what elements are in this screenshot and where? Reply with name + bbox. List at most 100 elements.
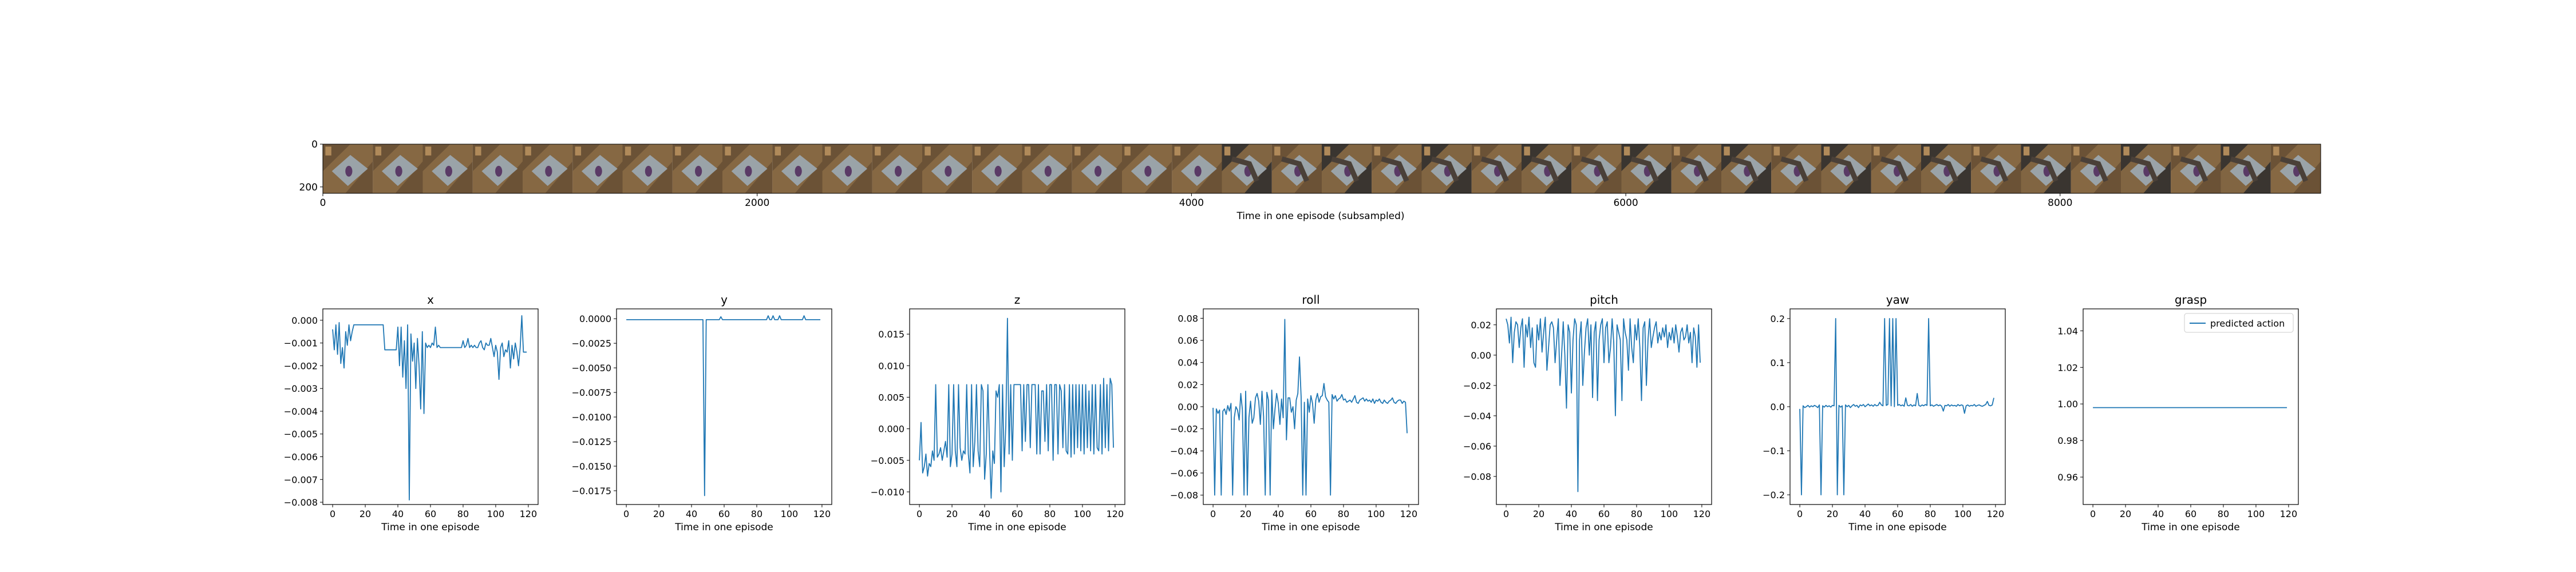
y-tick-label: 0.0000 — [579, 313, 611, 324]
filmstrip-x-tick: 8000 — [2048, 197, 2072, 209]
x-tick-label: 60 — [1598, 509, 1610, 519]
y-tick-label: 0.0 — [1771, 402, 1785, 412]
x-tick-label: 80 — [751, 509, 762, 519]
series-line — [332, 315, 527, 500]
y-tick-label: 1.00 — [2057, 399, 2078, 410]
subplot-title: grasp — [2175, 293, 2207, 307]
filmstrip-frame — [523, 144, 573, 193]
x-tick-label: 20 — [2120, 509, 2131, 519]
y-tick-label: 0.04 — [1178, 357, 1198, 368]
series-line — [1799, 318, 1994, 495]
x-tick-label: 40 — [392, 509, 404, 519]
y-tick-label: 0.000 — [291, 315, 318, 326]
x-axis-label: Time in one episode — [967, 522, 1066, 533]
x-tick-label: 80 — [1631, 509, 1642, 519]
y-tick-label: −0.0175 — [572, 486, 611, 496]
x-tick-label: 80 — [457, 509, 469, 519]
x-tick-label: 120 — [2280, 509, 2298, 519]
filmstrip-frame — [722, 144, 773, 193]
filmstrip-frame — [1122, 144, 1172, 193]
x-tick-label: 40 — [1566, 509, 1577, 519]
x-tick-label: 60 — [425, 509, 436, 519]
legend: predicted action — [2184, 313, 2294, 333]
filmstrip-frame — [572, 144, 623, 193]
x-axis-label: Time in one episode — [2141, 522, 2239, 533]
subplot-title: pitch — [1590, 293, 1618, 307]
y-tick-label: 1.02 — [2057, 362, 2078, 373]
y-tick-label: 0.08 — [1178, 313, 1198, 324]
y-tick-label: −0.002 — [284, 360, 318, 371]
y-tick-label: 0.2 — [1771, 313, 1785, 324]
x-tick-label: 80 — [1044, 509, 1056, 519]
y-tick-label: −0.0025 — [572, 338, 611, 349]
filmstrip-x-tick: 6000 — [1613, 197, 1638, 209]
x-tick-label: 120 — [813, 509, 831, 519]
x-tick-label: 80 — [1338, 509, 1349, 519]
x-tick-label: 40 — [686, 509, 697, 519]
x-axis-label: Time in one episode — [1261, 522, 1360, 533]
x-tick-label: 100 — [1661, 509, 1678, 519]
y-tick-label: 0.010 — [878, 360, 904, 371]
x-tick-label: 40 — [2152, 509, 2164, 519]
x-axis-label: Time in one episode — [674, 522, 773, 533]
filmstrip-frame — [1522, 144, 1572, 193]
subplot-title: y — [721, 293, 728, 307]
x-tick-label: 120 — [1107, 509, 1124, 519]
subplot-title: x — [427, 293, 434, 307]
filmstrip-frame — [672, 144, 722, 193]
x-tick-label: 0 — [330, 509, 335, 519]
x-tick-label: 20 — [946, 509, 958, 519]
y-tick-label: −0.008 — [284, 497, 318, 508]
series-line — [626, 315, 821, 496]
x-tick-label: 60 — [718, 509, 730, 519]
x-tick-label: 80 — [2218, 509, 2229, 519]
x-tick-label: 20 — [359, 509, 371, 519]
x-tick-label: 0 — [1797, 509, 1803, 519]
y-tick-label: −0.08 — [1463, 471, 1491, 482]
y-tick-label: −0.005 — [284, 429, 318, 440]
subplots: x0 20 40 60 80 100 1200.000−0.001−0.002−0.003−… — [284, 293, 2299, 533]
y-tick-label: −0.004 — [284, 406, 318, 417]
y-tick-label: −0.010 — [871, 487, 904, 498]
filmstrip-frame — [622, 144, 673, 193]
subplot-title: z — [1014, 293, 1021, 307]
filmstrip-frame — [1322, 144, 1372, 193]
x-tick-label: 0 — [1210, 509, 1216, 519]
y-tick-label: −0.0150 — [572, 461, 611, 472]
filmstrip-y-tick: 0 — [311, 139, 318, 150]
x-tick-label: 120 — [1400, 509, 1418, 519]
filmstrip-frame — [1871, 144, 1921, 193]
x-tick-label: 0 — [2090, 509, 2096, 519]
y-tick-label: 1.04 — [2057, 325, 2078, 336]
filmstrip-frame — [1621, 144, 1672, 193]
x-axis-label: Time in one episode — [1554, 522, 1653, 533]
y-tick-label: −0.04 — [1463, 411, 1491, 422]
filmstrip-frame — [1072, 144, 1122, 193]
y-tick-label: −0.06 — [1463, 441, 1491, 452]
y-tick-label: −0.003 — [284, 383, 318, 394]
y-tick-label: −0.02 — [1463, 380, 1491, 391]
subplot-roll: roll 0 20 40 60 80 100 120 0.08 0.06 0.04 0.02 0.00 −… — [1170, 293, 1419, 533]
x-tick-label: 60 — [1892, 509, 1903, 519]
y-tick-label: −0.0050 — [572, 363, 611, 374]
filmstrip-frame — [1771, 144, 1822, 193]
filmstrip-frame — [1372, 144, 1422, 193]
x-tick-label: 100 — [1368, 509, 1385, 519]
x-tick-label: 100 — [781, 509, 799, 519]
filmstrip-frame — [1421, 144, 1472, 193]
subplot-title: yaw — [1886, 293, 1909, 307]
y-tick-label: −0.2 — [1763, 490, 1785, 500]
y-tick-label: 0.00 — [1471, 350, 1491, 361]
y-tick-label: −0.08 — [1170, 490, 1198, 501]
x-tick-label: 100 — [1074, 509, 1092, 519]
x-tick-label: 100 — [1954, 509, 1972, 519]
subplot-title: roll — [1302, 293, 1319, 307]
x-tick-label: 120 — [1693, 509, 1711, 519]
filmstrip-frame — [2121, 144, 2171, 193]
series-line — [1506, 316, 1701, 492]
subplot-grasp: grasp 0 20 40 60 80 100 120 1.04 1.02 1.00 0.98 0.96… — [2057, 293, 2299, 533]
x-tick-label: 40 — [979, 509, 990, 519]
y-tick-label: −0.02 — [1170, 424, 1198, 435]
x-tick-label: 100 — [487, 509, 505, 519]
y-tick-label: −0.1 — [1763, 446, 1785, 456]
